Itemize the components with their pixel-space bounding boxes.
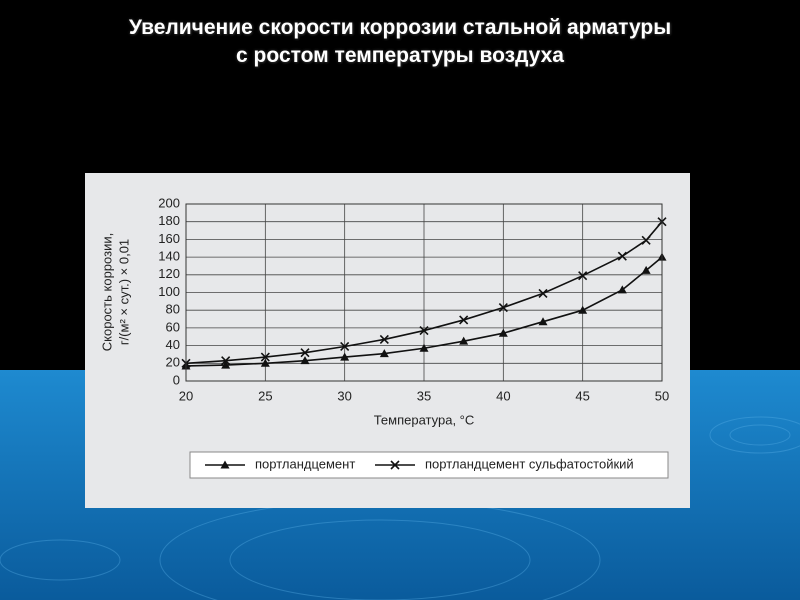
series-line [185, 221, 663, 365]
marker [538, 288, 548, 298]
marker-shape [419, 325, 429, 336]
marker-shape [340, 352, 350, 361]
series-line [185, 256, 663, 367]
x-tick-label: 50 [655, 388, 669, 403]
marker [641, 265, 651, 274]
y-tick-label: 160 [158, 231, 180, 246]
x-tick-label: 35 [417, 388, 431, 403]
marker-shape [641, 265, 651, 274]
marker-shape [220, 460, 230, 469]
x-tick-label: 30 [337, 388, 351, 403]
x-tick-label: 25 [258, 388, 272, 403]
marker [617, 285, 627, 294]
marker [390, 460, 400, 470]
marker-shape [617, 285, 627, 294]
marker-shape [538, 288, 548, 298]
y-axis-label: г/(м² × сут.) × 0,01 [116, 239, 131, 345]
marker [379, 334, 389, 344]
marker [260, 352, 270, 362]
marker [379, 349, 389, 358]
marker-shape [538, 317, 548, 326]
marker-shape [221, 360, 231, 369]
marker [498, 328, 508, 337]
marker [641, 235, 651, 245]
marker-shape [459, 336, 469, 345]
marker-shape [617, 251, 627, 261]
marker [221, 356, 231, 366]
legend-label: портландцемент [255, 456, 355, 471]
plot-frame [185, 203, 663, 382]
marker-shape [641, 235, 651, 245]
marker [221, 360, 231, 369]
marker-shape [379, 349, 389, 358]
legend [189, 451, 669, 479]
y-tick-label: 120 [158, 266, 180, 281]
marker-shape [459, 315, 469, 325]
marker-shape [498, 302, 508, 313]
marker-shape [578, 305, 588, 314]
marker [459, 315, 469, 325]
y-tick-label: 180 [158, 213, 180, 228]
y-tick-label: 20 [166, 355, 180, 370]
y-tick-label: 60 [166, 319, 180, 334]
marker-shape [498, 328, 508, 337]
marker [260, 358, 270, 367]
marker-shape [300, 356, 310, 365]
marker [340, 341, 350, 352]
marker [300, 348, 310, 358]
marker [617, 251, 627, 261]
marker-shape [390, 460, 400, 470]
marker [578, 271, 588, 281]
marker-shape [578, 271, 588, 281]
x-tick-label: 20 [179, 388, 193, 403]
marker [300, 356, 310, 365]
marker [538, 317, 548, 326]
title-line: Увеличение скорости коррозии стальной ар… [128, 16, 672, 39]
marker-shape [379, 334, 389, 344]
marker-shape [300, 348, 310, 358]
legend-label: портландцемент сульфатостойкий [425, 456, 634, 471]
x-axis-label: Температура, °С [374, 412, 475, 427]
marker [419, 325, 429, 336]
y-tick-label: 40 [166, 337, 180, 352]
marker [220, 460, 230, 469]
marker [459, 336, 469, 345]
marker [419, 343, 429, 352]
marker-shape [260, 358, 270, 367]
x-tick-label: 45 [575, 388, 589, 403]
marker-shape [340, 341, 350, 352]
y-tick-label: 80 [166, 302, 180, 317]
y-tick-label: 140 [158, 249, 180, 264]
x-tick-label: 40 [496, 388, 510, 403]
y-tick-label: 0 [173, 372, 180, 387]
y-tick-label: 100 [158, 284, 180, 299]
marker [498, 302, 508, 313]
title: Увеличение скорости коррозии стальной ар… [0, 14, 800, 70]
marker [340, 352, 350, 361]
title-line: с ростом температуры воздуха [236, 44, 564, 67]
marker-shape [260, 352, 270, 362]
y-tick-label: 200 [158, 195, 180, 210]
marker [578, 305, 588, 314]
y-axis-label: Скорость коррозии, [99, 233, 114, 351]
marker-shape [221, 356, 231, 366]
marker-shape [419, 343, 429, 352]
